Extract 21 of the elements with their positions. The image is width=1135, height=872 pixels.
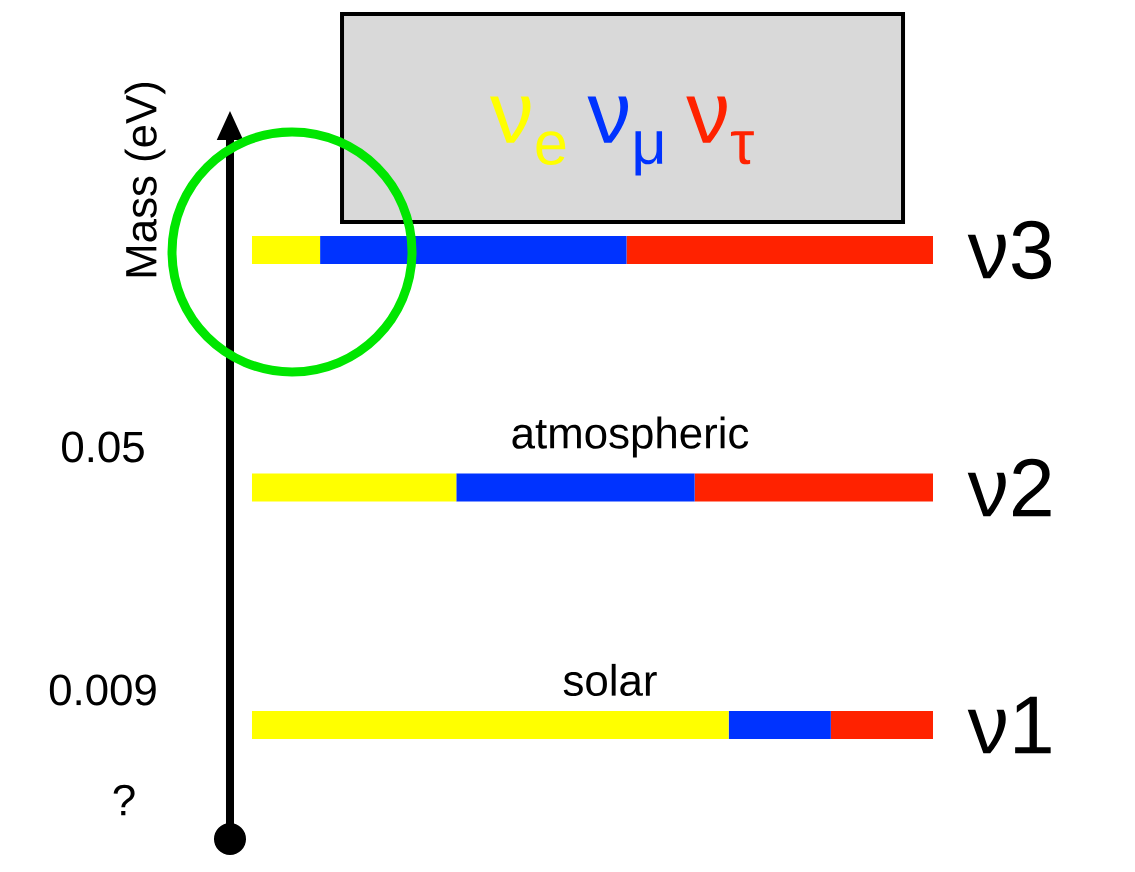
bar [830,711,933,739]
y-axis-title: Mass (eV) [124,82,166,277]
series-label: ν$_{μ}$ [587,96,663,176]
bar [320,236,627,264]
bar [626,236,933,264]
series-label: ν$_{τ}$ [686,96,754,165]
bar [694,473,933,502]
y-tick-label: ν3 [967,220,1052,280]
y-tick-label: ν1 [967,696,1051,754]
text: 0.009 [49,674,156,706]
bar [456,473,695,502]
bar [251,236,321,264]
text: ? [113,784,135,816]
y-tick-label: ν2 [967,458,1051,517]
text: ν$_{e}$ [489,96,566,165]
annotation: solar [563,663,657,697]
bar [251,473,457,502]
annotation: atmospheric [512,416,749,458]
bar [251,711,729,739]
text: 0.05 [62,431,144,463]
bar [728,711,831,739]
